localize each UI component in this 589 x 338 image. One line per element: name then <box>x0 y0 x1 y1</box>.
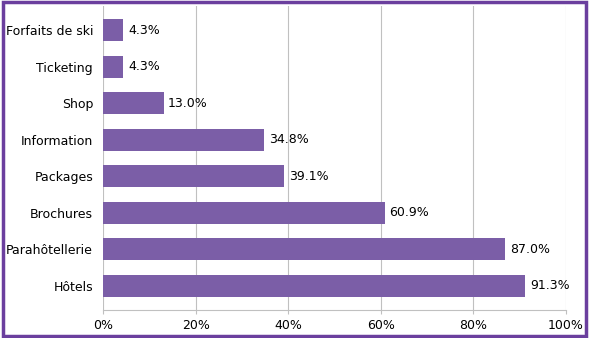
Text: 60.9%: 60.9% <box>389 206 429 219</box>
Text: 13.0%: 13.0% <box>168 97 208 110</box>
Bar <box>104 19 123 41</box>
Text: 91.3%: 91.3% <box>530 279 570 292</box>
Text: 87.0%: 87.0% <box>510 243 550 256</box>
Text: 39.1%: 39.1% <box>289 170 329 183</box>
Bar <box>104 275 525 296</box>
Bar <box>104 56 123 78</box>
Bar <box>104 129 264 151</box>
Bar <box>104 238 505 260</box>
Text: 4.3%: 4.3% <box>128 24 160 37</box>
Bar <box>104 92 164 114</box>
Text: 34.8%: 34.8% <box>269 133 309 146</box>
Text: 4.3%: 4.3% <box>128 60 160 73</box>
Bar <box>104 165 284 187</box>
Bar <box>104 202 385 224</box>
